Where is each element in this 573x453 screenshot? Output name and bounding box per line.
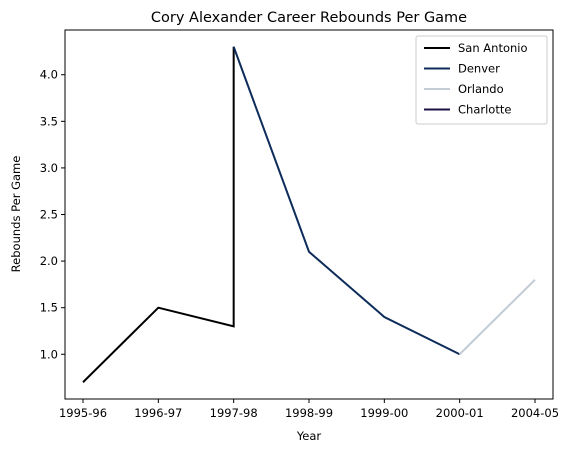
legend: San Antonio Denver Orlando Charlotte bbox=[415, 35, 548, 125]
legend-label: Charlotte bbox=[458, 103, 511, 117]
series-line-orlando bbox=[458, 279, 536, 355]
plot-area bbox=[82, 46, 536, 383]
legend-label: Denver bbox=[458, 62, 500, 76]
y-tick-label: 3.5 bbox=[40, 114, 58, 128]
x-tick-label: 2004-05 bbox=[511, 406, 559, 420]
y-tick-label: 1.0 bbox=[40, 347, 58, 361]
series-line-denver bbox=[232, 46, 461, 356]
x-tick-label: 1996-97 bbox=[134, 406, 182, 420]
x-tick-label: 1997-98 bbox=[210, 406, 258, 420]
y-tick-label: 2.5 bbox=[40, 208, 58, 222]
y-axis: 1.0 1.5 2.0 2.5 3.0 3.5 4.0 bbox=[40, 68, 65, 361]
y-tick-label: 3.0 bbox=[40, 161, 58, 175]
x-tick-label: 1999-00 bbox=[360, 406, 408, 420]
x-axis-label: Year bbox=[296, 429, 322, 443]
y-tick-label: 2.0 bbox=[40, 254, 58, 268]
x-tick-label: 1998-99 bbox=[285, 406, 333, 420]
series-line-san-antonio bbox=[82, 46, 235, 383]
y-tick-label: 4.0 bbox=[40, 68, 58, 82]
x-tick-label: 2000-01 bbox=[436, 406, 484, 420]
chart-title: Cory Alexander Career Rebounds Per Game bbox=[151, 10, 467, 26]
y-axis-label: Rebounds Per Game bbox=[9, 156, 23, 273]
legend-label: San Antonio bbox=[458, 41, 528, 55]
legend-box bbox=[415, 35, 548, 125]
x-axis: 1995-96 1996-97 1997-98 1998-99 1999-00 2000-… bbox=[59, 399, 559, 420]
x-tick-label: 1995-96 bbox=[59, 406, 107, 420]
y-tick-label: 1.5 bbox=[40, 301, 58, 315]
legend-label: Orlando bbox=[458, 82, 504, 96]
